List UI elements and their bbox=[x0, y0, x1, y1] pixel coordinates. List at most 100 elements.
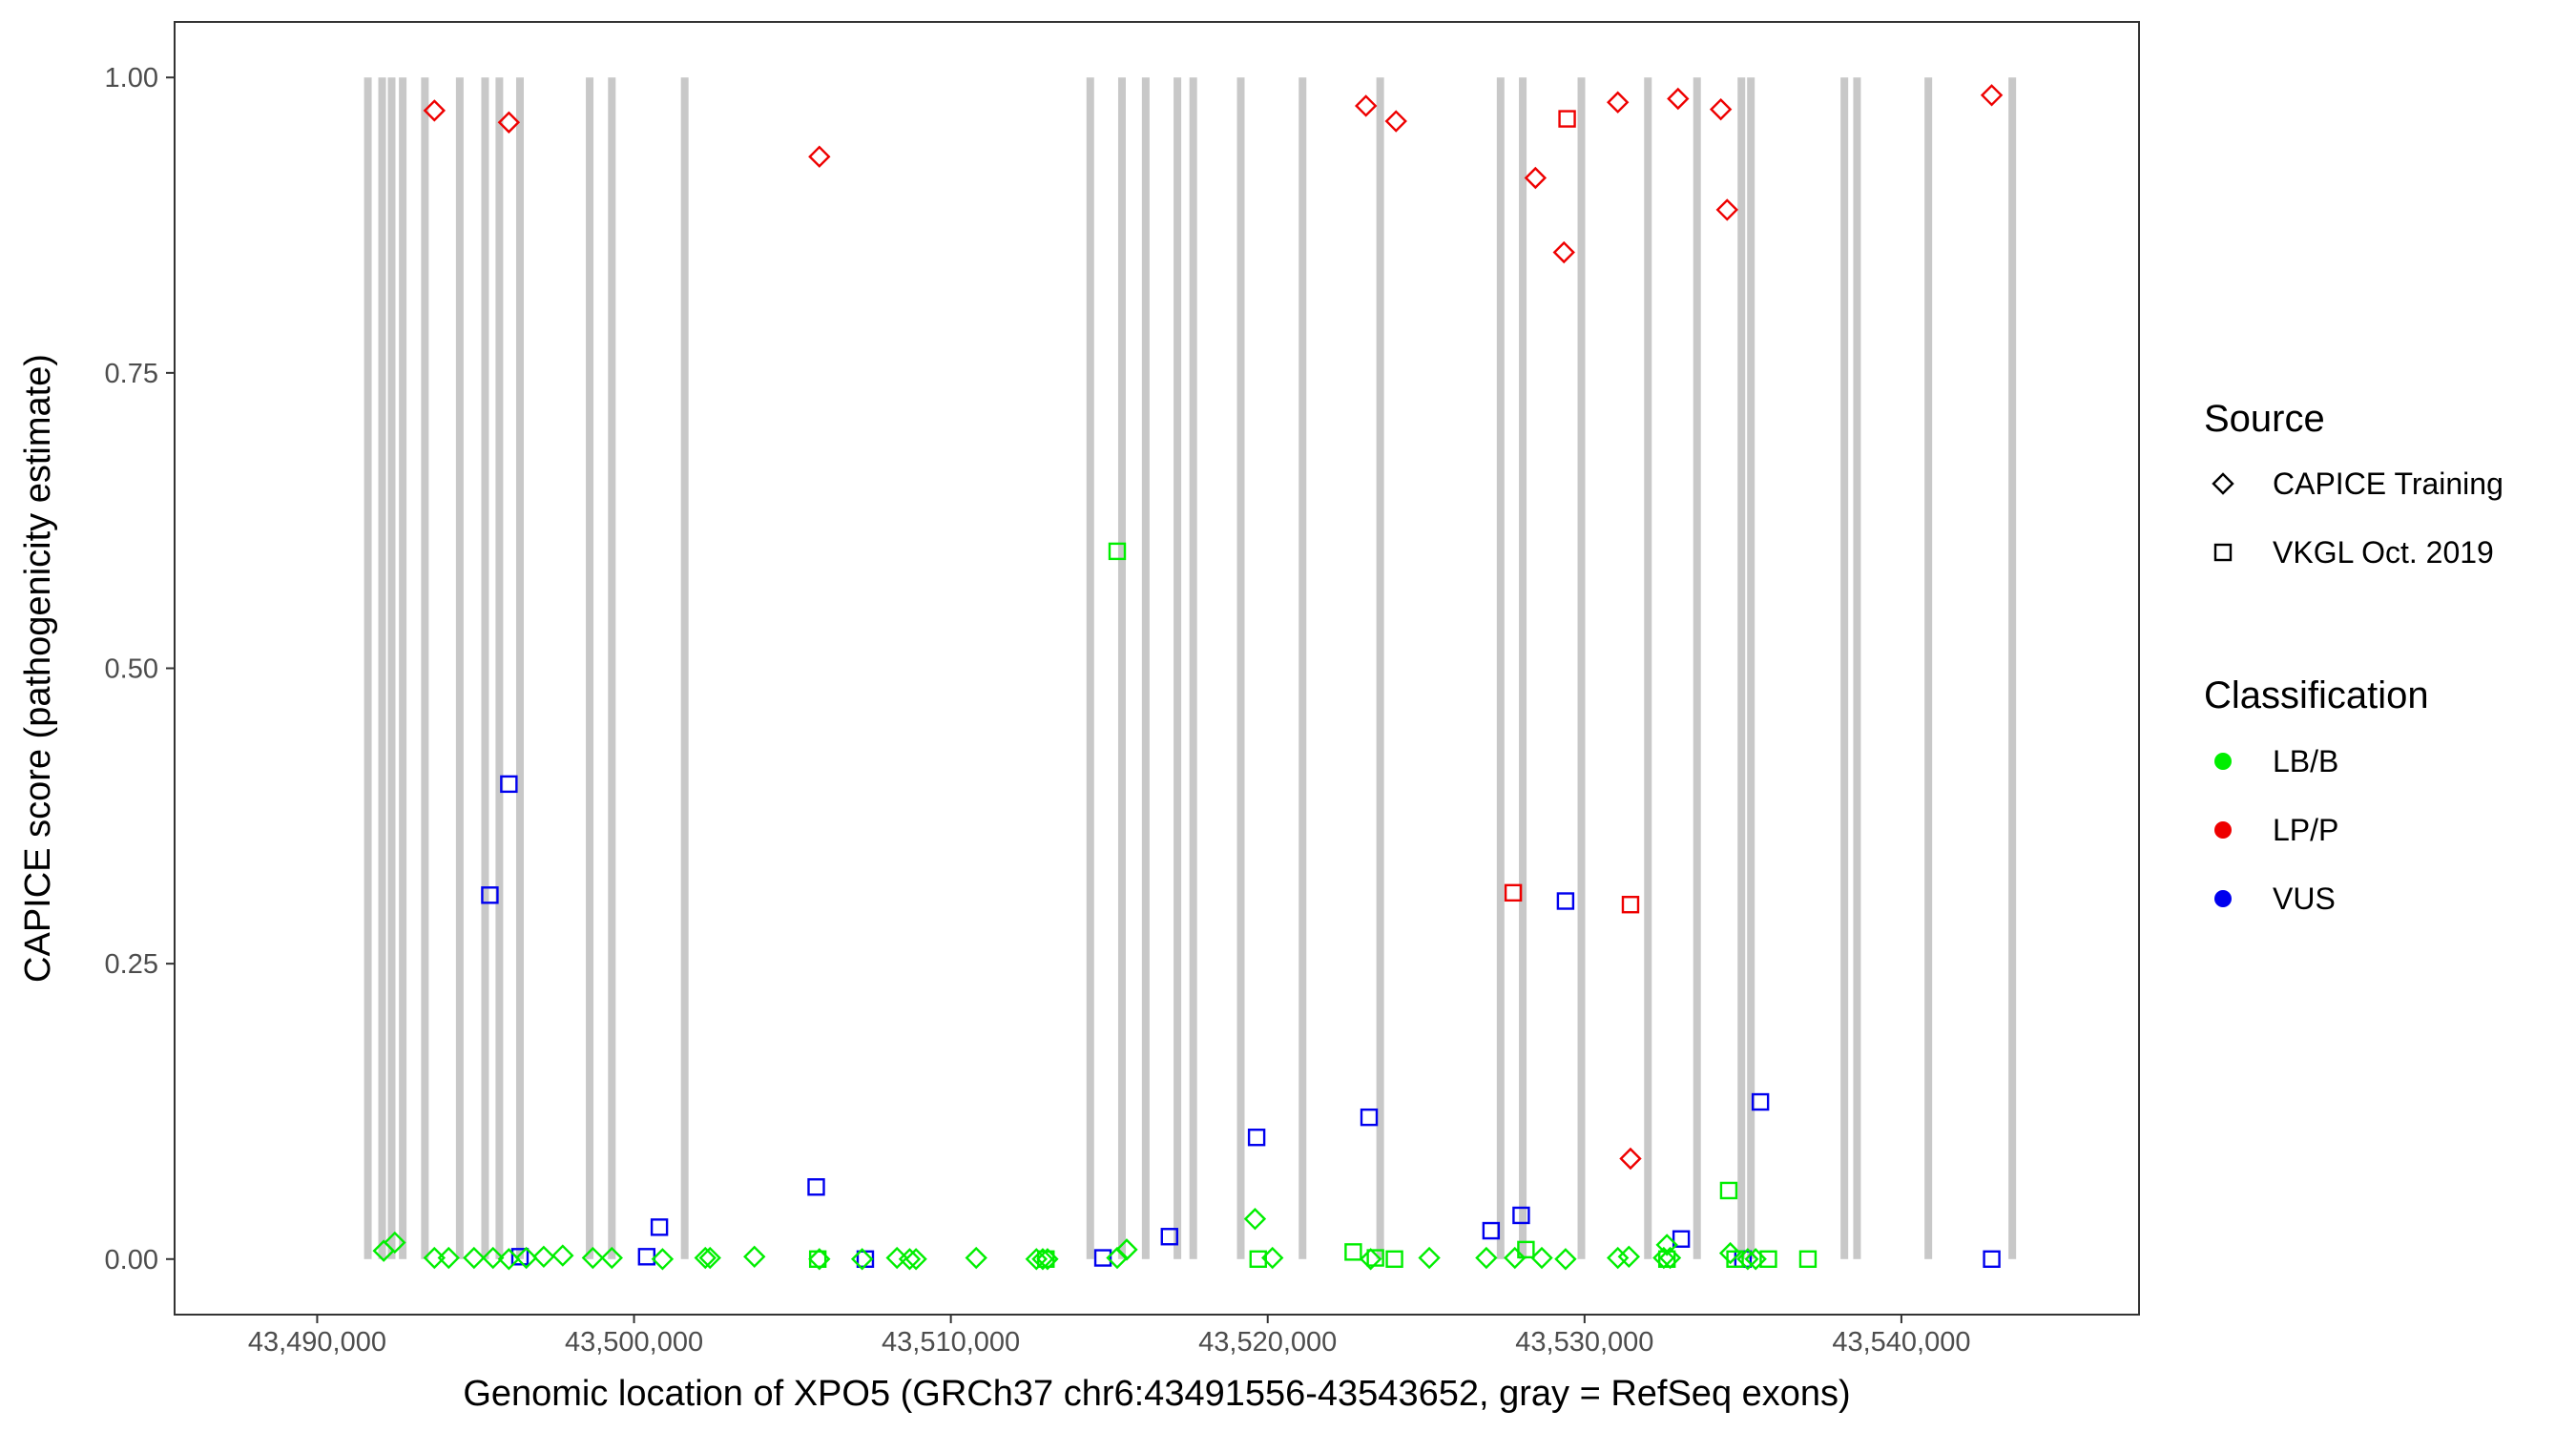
exon-bars bbox=[364, 77, 2017, 1259]
point-lbb-capice bbox=[651, 1248, 675, 1271]
point-lpp-vkgl bbox=[1558, 110, 1576, 128]
point-lpp-capice bbox=[423, 99, 447, 122]
point-lbb-capice bbox=[1025, 1248, 1048, 1271]
x-tick-label: 43,520,000 bbox=[1198, 1327, 1337, 1358]
point-lbb-capice bbox=[384, 1231, 406, 1255]
point-lbb-capice bbox=[1031, 1248, 1054, 1271]
y-tick-label: 0.75 bbox=[105, 359, 158, 389]
point-lpp-vkgl bbox=[1621, 896, 1640, 914]
point-lbb-capice bbox=[514, 1246, 538, 1270]
point-lbb-capice bbox=[1736, 1248, 1759, 1271]
point-vus-vkgl bbox=[1160, 1228, 1178, 1246]
exon-bar-20 bbox=[1376, 77, 1384, 1259]
y-tick-label: 0.00 bbox=[105, 1245, 158, 1275]
legend-label: VUS bbox=[2273, 881, 2336, 916]
exon-bar-16 bbox=[1174, 77, 1182, 1259]
exon-bar-7 bbox=[481, 77, 489, 1259]
exon-bar-11 bbox=[608, 77, 616, 1259]
point-lpp-vkgl bbox=[1504, 883, 1523, 902]
legend-key-dot bbox=[2214, 821, 2232, 839]
exon-bar-29 bbox=[1853, 77, 1861, 1259]
point-vus-vkgl bbox=[1093, 1249, 1112, 1267]
exon-bar-30 bbox=[1924, 77, 1933, 1259]
point-lbb-capice bbox=[437, 1246, 460, 1270]
exon-bar-13 bbox=[1086, 77, 1094, 1259]
point-vus-vkgl bbox=[1247, 1129, 1266, 1147]
point-lbb-capice bbox=[904, 1248, 927, 1271]
point-lbb-capice bbox=[1655, 1234, 1678, 1256]
point-lbb-vkgl bbox=[1759, 1250, 1777, 1268]
point-lbb-capice bbox=[850, 1248, 874, 1271]
legend-source-title: Source bbox=[2204, 398, 2325, 440]
legend-key-square bbox=[2213, 543, 2233, 562]
point-vus-vkgl bbox=[807, 1178, 825, 1196]
exon-bar-14 bbox=[1117, 77, 1126, 1259]
exon-bar-27 bbox=[1747, 77, 1755, 1259]
point-lbb-capice bbox=[698, 1246, 721, 1270]
point-vus-vkgl bbox=[1360, 1108, 1379, 1127]
exon-bar-15 bbox=[1141, 77, 1150, 1259]
legend-label: VKGL Oct. 2019 bbox=[2273, 535, 2494, 570]
exon-bar-19 bbox=[1298, 77, 1307, 1259]
x-tick-label: 43,540,000 bbox=[1832, 1327, 1970, 1358]
point-vus-vkgl bbox=[1512, 1206, 1530, 1225]
point-vus-vkgl bbox=[1482, 1221, 1501, 1240]
point-lbb-vkgl bbox=[1344, 1243, 1362, 1261]
exon-bar-23 bbox=[1577, 77, 1586, 1259]
point-lbb-capice bbox=[1607, 1246, 1630, 1270]
point-lpp-capice bbox=[497, 111, 521, 134]
exon-bar-9 bbox=[515, 77, 524, 1259]
point-lbb-capice bbox=[1617, 1245, 1641, 1269]
point-lbb-capice bbox=[532, 1245, 555, 1269]
exon-bar-1 bbox=[364, 77, 372, 1259]
point-lbb-capice bbox=[482, 1246, 505, 1270]
legend-key-diamond bbox=[2212, 472, 2234, 495]
exon-bar-4 bbox=[399, 77, 407, 1259]
point-lbb-vkgl bbox=[1719, 1181, 1738, 1200]
point-lpp-capice bbox=[1354, 94, 1378, 117]
point-vus-vkgl bbox=[650, 1218, 669, 1236]
point-lbb-capice bbox=[965, 1246, 987, 1270]
point-vus-vkgl bbox=[1751, 1092, 1770, 1111]
point-lbb-capice bbox=[1115, 1238, 1138, 1261]
exon-bar-18 bbox=[1236, 77, 1245, 1259]
point-lbb-vkgl bbox=[1657, 1250, 1676, 1268]
exon-bar-21 bbox=[1496, 77, 1505, 1259]
legend-label: CAPICE Training bbox=[2273, 467, 2503, 501]
point-lpp-capice bbox=[1552, 240, 1575, 264]
point-lpp-capice bbox=[1667, 87, 1690, 111]
point-lbb-capice bbox=[1359, 1248, 1382, 1271]
point-lbb-vkgl bbox=[1037, 1250, 1055, 1268]
point-lpp-capice bbox=[1715, 198, 1738, 221]
point-lbb-vkgl bbox=[1517, 1240, 1535, 1259]
exon-bar-31 bbox=[2008, 77, 2017, 1259]
exon-bar-10 bbox=[586, 77, 594, 1259]
x-tick-label: 43,510,000 bbox=[882, 1327, 1020, 1358]
y-tick-label: 0.25 bbox=[105, 949, 158, 980]
point-vus-vkgl bbox=[637, 1248, 656, 1266]
exon-bar-3 bbox=[387, 77, 396, 1259]
legend-key-dot bbox=[2214, 890, 2232, 907]
exon-bar-6 bbox=[455, 77, 464, 1259]
point-lbb-capice bbox=[463, 1246, 486, 1270]
point-lpp-capice bbox=[1980, 84, 2004, 107]
point-lbb-capice bbox=[581, 1246, 605, 1270]
point-lbb-vkgl bbox=[1726, 1250, 1744, 1268]
point-lpp-capice bbox=[1384, 110, 1407, 133]
x-tick-label: 43,500,000 bbox=[565, 1327, 703, 1358]
point-lpp-capice bbox=[1619, 1147, 1642, 1171]
point-vus-vkgl bbox=[500, 775, 518, 794]
legend-label: LP/P bbox=[2273, 813, 2338, 847]
legend-label: LB/B bbox=[2273, 744, 2338, 778]
point-vus-vkgl bbox=[510, 1248, 530, 1266]
x-axis-title: Genomic location of XPO5 (GRCh37 chr6:43… bbox=[463, 1374, 1850, 1414]
point-lbb-capice bbox=[1243, 1207, 1267, 1231]
point-lbb-vkgl bbox=[1798, 1250, 1818, 1268]
point-lbb-capice bbox=[743, 1245, 766, 1269]
legend-classification-title: Classification bbox=[2204, 674, 2429, 716]
point-lbb-vkgl bbox=[1366, 1249, 1384, 1267]
point-lbb-capice bbox=[1504, 1246, 1527, 1270]
point-lbb-capice bbox=[1475, 1246, 1498, 1270]
point-lbb-capice bbox=[1530, 1246, 1553, 1270]
